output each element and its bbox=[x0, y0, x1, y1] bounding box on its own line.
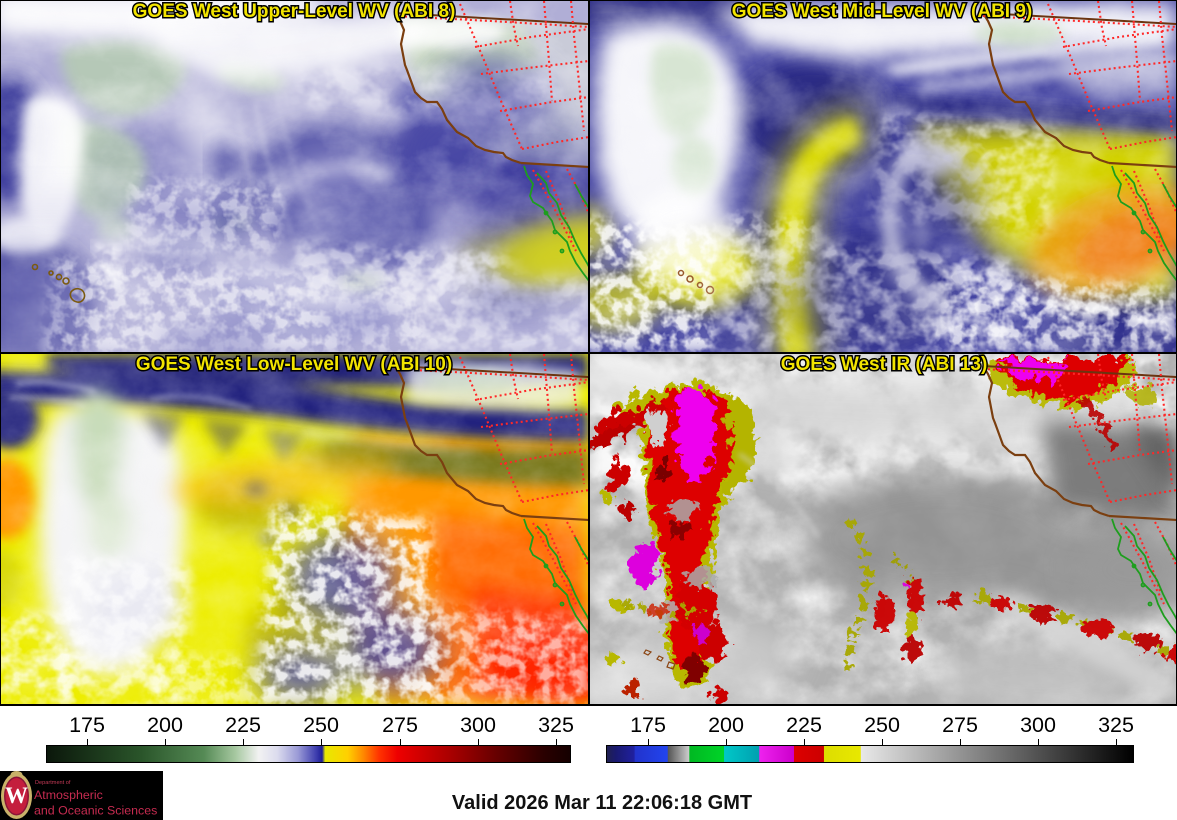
svg-text:GOES West Low-Level WV (ABI 10: GOES West Low-Level WV (ABI 10) bbox=[136, 354, 452, 375]
svg-text:Department of: Department of bbox=[35, 780, 71, 786]
svg-text:GOES West Upper-Level WV (ABI: GOES West Upper-Level WV (ABI 8) bbox=[133, 1, 456, 22]
svg-text:Atmospheric: Atmospheric bbox=[34, 788, 103, 802]
svg-text:GOES West Mid-Level WV (ABI 9): GOES West Mid-Level WV (ABI 9) bbox=[732, 1, 1033, 22]
svg-text:GOES West IR (ABI 13): GOES West IR (ABI 13) bbox=[781, 354, 988, 375]
svg-text:W: W bbox=[5, 783, 28, 808]
svg-text:and Oceanic Sciences: and Oceanic Sciences bbox=[34, 804, 157, 818]
